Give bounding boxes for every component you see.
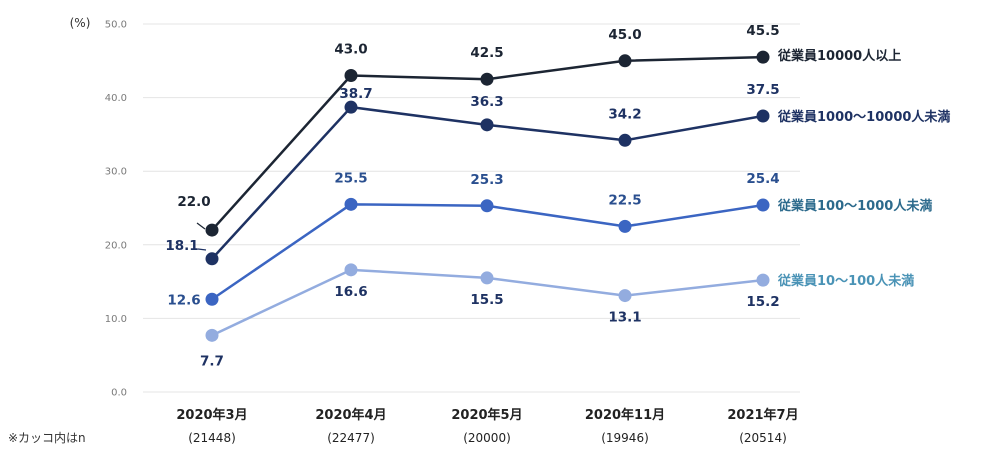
x-tick-label: 2020年3月	[176, 407, 247, 423]
series-line	[211, 203, 764, 301]
data-point	[618, 133, 632, 147]
y-unit-label: (%)	[70, 16, 91, 30]
series-name-label: 従業員10～100人未満	[777, 273, 914, 289]
y-tick-label: 30.0	[105, 167, 127, 178]
data-point	[344, 263, 358, 277]
data-label: 42.5	[470, 45, 503, 61]
y-tick-label: 40.0	[105, 93, 127, 104]
data-label: 13.1	[608, 310, 641, 326]
data-point	[205, 223, 219, 237]
x-tick-sample-size: (20000)	[463, 431, 511, 445]
data-point	[344, 69, 358, 83]
label-leader	[196, 222, 206, 230]
series-points	[205, 50, 770, 342]
data-point	[618, 289, 632, 303]
y-tick-label: 10.0	[105, 314, 127, 325]
series-name-label: 従業員10000人以上	[777, 48, 901, 64]
data-point	[756, 50, 770, 64]
series-name-label: 従業員100～1000人未満	[777, 198, 932, 214]
data-label: 43.0	[334, 42, 367, 58]
data-label: 34.2	[608, 106, 641, 122]
data-label: 22.0	[177, 194, 210, 210]
data-point	[618, 54, 632, 68]
footnote: ※カッコ内はn	[8, 431, 86, 445]
data-label: 15.5	[470, 292, 503, 308]
x-tick-sample-size: (20514)	[739, 431, 787, 445]
data-point	[756, 109, 770, 123]
data-label: 37.5	[746, 82, 779, 98]
x-tick-label: 2020年5月	[451, 407, 522, 423]
gridlines	[143, 23, 800, 393]
data-point	[205, 252, 219, 266]
series-names: 従業員10000人以上従業員1000～10000人未満従業員100～1000人未…	[777, 48, 950, 289]
data-label: 7.7	[200, 353, 224, 369]
x-tick-label: 2020年11月	[585, 407, 665, 423]
x-tick-label: 2020年4月	[315, 407, 386, 423]
y-tick-label: 50.0	[105, 20, 127, 31]
data-label: 36.3	[470, 94, 503, 110]
data-label: 45.0	[608, 27, 641, 43]
data-label: 18.1	[165, 238, 198, 254]
data-point	[480, 199, 494, 213]
data-label: 12.6	[167, 292, 200, 308]
data-label: 22.5	[608, 192, 641, 208]
x-axis-labels: 2020年3月 (21448) 2020年4月 (22477) 2020年5月 (2000…	[176, 407, 798, 445]
y-tick-label: 20.0	[105, 240, 127, 251]
data-point	[480, 72, 494, 86]
x-tick-sample-size: (21448)	[188, 431, 236, 445]
data-label: 45.5	[746, 23, 779, 39]
data-label: 25.4	[746, 171, 779, 187]
data-point	[344, 100, 358, 114]
label-leader	[197, 248, 207, 251]
y-axis-ticks: 0.0 10.0 20.0 30.0 40.0 50.0	[105, 20, 127, 399]
data-point	[618, 219, 632, 233]
data-point	[344, 197, 358, 211]
data-point	[756, 273, 770, 287]
data-point	[205, 292, 219, 306]
data-point	[480, 118, 494, 132]
data-labels: 22.0 43.0 42.5 45.0 45.5 18.1 38.7 36.3 34.2 37.5…	[165, 23, 779, 369]
data-point	[205, 328, 219, 342]
y-tick-label: 0.0	[111, 388, 127, 399]
data-label: 38.7	[339, 86, 372, 102]
data-label: 25.3	[470, 172, 503, 188]
x-tick-label: 2021年7月	[727, 407, 798, 423]
series-name-label: 従業員1000～10000人未満	[777, 109, 950, 125]
x-tick-sample-size: (22477)	[327, 431, 375, 445]
data-label: 16.6	[334, 284, 367, 300]
x-tick-sample-size: (19946)	[601, 431, 649, 445]
data-label: 25.5	[334, 170, 367, 186]
data-point	[756, 198, 770, 212]
data-label: 15.2	[746, 294, 779, 310]
data-point	[480, 271, 494, 285]
